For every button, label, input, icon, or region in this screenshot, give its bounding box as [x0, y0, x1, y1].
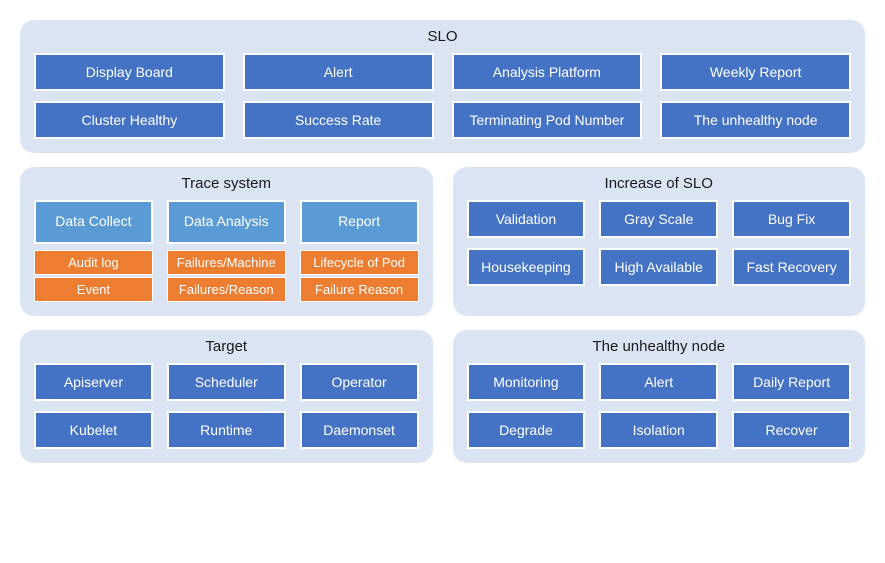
slo-box: Display Board	[34, 53, 225, 91]
target-grid: Apiserver Scheduler Operator Kubelet Run…	[34, 363, 419, 449]
panel-title-increase: Increase of SLO	[605, 175, 713, 192]
trace-columns: Data Collect Audit log Event Data Analys…	[34, 200, 419, 302]
slo-box: Terminating Pod Number	[452, 101, 643, 139]
trace-head: Data Analysis	[167, 200, 286, 244]
middle-row: Trace system Data Collect Audit log Even…	[20, 167, 865, 316]
target-box: Runtime	[167, 411, 286, 449]
target-box: Operator	[300, 363, 419, 401]
unhealthy-box: Monitoring	[467, 363, 586, 401]
increase-box: High Available	[599, 248, 718, 286]
trace-item: Lifecycle of Pod	[300, 250, 419, 275]
unhealthy-box: Isolation	[599, 411, 718, 449]
trace-col: Data Analysis Failures/Machine Failures/…	[167, 200, 286, 302]
panel-trace: Trace system Data Collect Audit log Even…	[20, 167, 433, 316]
target-box: Scheduler	[167, 363, 286, 401]
increase-box: Gray Scale	[599, 200, 718, 238]
panel-title-trace: Trace system	[182, 175, 271, 192]
panel-increase: Increase of SLO Validation Gray Scale Bu…	[453, 167, 866, 316]
slo-box: Cluster Healthy	[34, 101, 225, 139]
unhealthy-box: Daily Report	[732, 363, 851, 401]
increase-grid: Validation Gray Scale Bug Fix Housekeepi…	[467, 200, 852, 286]
panel-title-target: Target	[205, 338, 247, 355]
panel-title-unhealthy: The unhealthy node	[592, 338, 725, 355]
unhealthy-box: Degrade	[467, 411, 586, 449]
trace-item: Event	[34, 277, 153, 302]
trace-item: Failure Reason	[300, 277, 419, 302]
target-box: Kubelet	[34, 411, 153, 449]
unhealthy-grid: Monitoring Alert Daily Report Degrade Is…	[467, 363, 852, 449]
bottom-row: Target Apiserver Scheduler Operator Kube…	[20, 330, 865, 463]
trace-col: Data Collect Audit log Event	[34, 200, 153, 302]
increase-box: Fast Recovery	[732, 248, 851, 286]
trace-col: Report Lifecycle of Pod Failure Reason	[300, 200, 419, 302]
trace-item: Failures/Reason	[167, 277, 286, 302]
unhealthy-box: Recover	[732, 411, 851, 449]
trace-item: Audit log	[34, 250, 153, 275]
slo-box: Alert	[243, 53, 434, 91]
trace-item: Failures/Machine	[167, 250, 286, 275]
slo-box: Success Rate	[243, 101, 434, 139]
panel-unhealthy: The unhealthy node Monitoring Alert Dail…	[453, 330, 866, 463]
panel-slo: SLO Display Board Alert Analysis Platfor…	[20, 20, 865, 153]
unhealthy-box: Alert	[599, 363, 718, 401]
slo-grid: Display Board Alert Analysis Platform We…	[34, 53, 851, 139]
target-box: Apiserver	[34, 363, 153, 401]
panel-target: Target Apiserver Scheduler Operator Kube…	[20, 330, 433, 463]
panel-title-slo: SLO	[427, 28, 457, 45]
target-box: Daemonset	[300, 411, 419, 449]
slo-box: Weekly Report	[660, 53, 851, 91]
slo-box: The unhealthy node	[660, 101, 851, 139]
increase-box: Validation	[467, 200, 586, 238]
increase-box: Bug Fix	[732, 200, 851, 238]
trace-head: Data Collect	[34, 200, 153, 244]
increase-box: Housekeeping	[467, 248, 586, 286]
slo-box: Analysis Platform	[452, 53, 643, 91]
trace-head: Report	[300, 200, 419, 244]
